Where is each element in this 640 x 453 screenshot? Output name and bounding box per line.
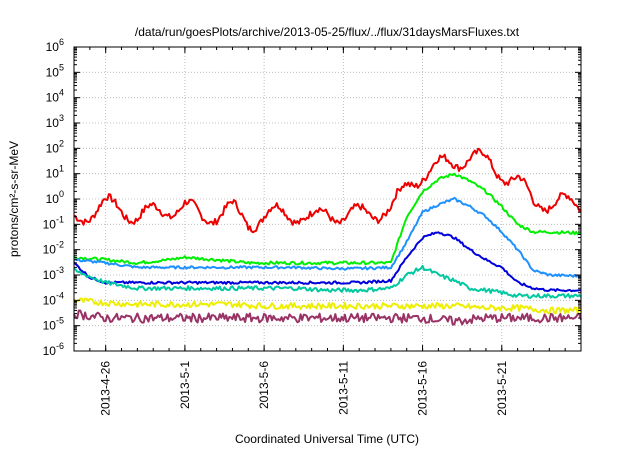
y-tick-label: 104 bbox=[46, 88, 64, 105]
x-ticks: 2013-4-26 2013-5-1 2013-5-6 2013-5-11 2013-5… bbox=[73, 47, 582, 416]
x-tick-label: 2013-5-21 bbox=[495, 361, 509, 416]
y-tick-label: 10-3 bbox=[43, 265, 64, 282]
x-tick-label: 2013-5-11 bbox=[336, 361, 350, 415]
series-line-3 bbox=[74, 196, 582, 279]
y-tick-label: 102 bbox=[46, 138, 64, 155]
y-tick-label: 100 bbox=[46, 189, 64, 206]
y-tick-label: 10-5 bbox=[43, 316, 64, 333]
y-tick-label: 10-4 bbox=[43, 290, 64, 307]
series-group bbox=[73, 147, 582, 326]
y-tick-label: 10-1 bbox=[43, 214, 64, 231]
grid bbox=[74, 47, 581, 351]
series-line-7 bbox=[73, 309, 582, 326]
y-tick-label: 101 bbox=[46, 164, 64, 181]
y-tick-label: 103 bbox=[46, 113, 64, 130]
x-tick-label: 2013-4-26 bbox=[99, 361, 113, 416]
y-tick-label: 105 bbox=[46, 62, 64, 79]
y-tick-label: 10-6 bbox=[43, 341, 64, 358]
y-axis-label: protons/cm²-s-sr-MeV bbox=[7, 141, 21, 257]
y-ticks: 10-6 10-5 10-4 10-3 10-2 10-1 100 101 102 103 104 1… bbox=[43, 37, 581, 358]
series-line-1 bbox=[73, 147, 582, 234]
series-line-2 bbox=[73, 172, 582, 266]
y-tick-label: 10-2 bbox=[43, 240, 64, 257]
series-line-6 bbox=[73, 297, 582, 315]
y-tick-label: 106 bbox=[46, 37, 64, 54]
chart-title: /data/run/goesPlots/archive/2013-05-25/f… bbox=[135, 25, 520, 39]
x-tick-label: 2013-5-1 bbox=[178, 361, 192, 409]
x-axis-label: Coordinated Universal Time (UTC) bbox=[235, 432, 419, 446]
series-line-5 bbox=[73, 264, 582, 299]
x-tick-label: 2013-5-16 bbox=[416, 361, 430, 416]
series-line-4 bbox=[73, 231, 582, 293]
x-tick-label: 2013-5-6 bbox=[257, 361, 271, 409]
